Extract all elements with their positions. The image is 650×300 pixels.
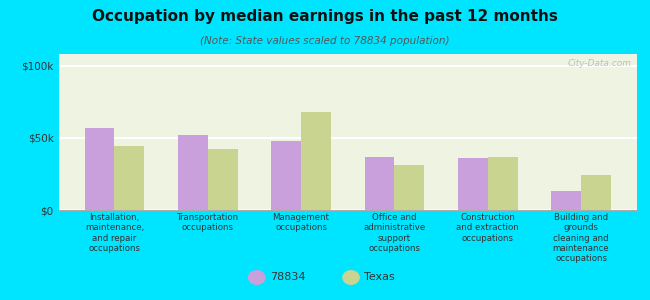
Bar bbox=[84, 128, 114, 210]
Bar bbox=[395, 165, 424, 210]
Bar bbox=[581, 175, 611, 210]
Text: City-Data.com: City-Data.com bbox=[567, 59, 631, 68]
Bar bbox=[458, 158, 488, 210]
Bar bbox=[114, 146, 144, 210]
Text: (Note: State values scaled to 78834 population): (Note: State values scaled to 78834 popu… bbox=[200, 36, 450, 46]
Text: Texas: Texas bbox=[364, 272, 395, 283]
Bar bbox=[208, 149, 238, 210]
Bar bbox=[301, 112, 331, 210]
Text: Occupation by median earnings in the past 12 months: Occupation by median earnings in the pas… bbox=[92, 9, 558, 24]
Bar bbox=[488, 157, 517, 210]
Bar bbox=[178, 135, 208, 210]
Bar bbox=[365, 157, 395, 210]
Text: 78834: 78834 bbox=[270, 272, 306, 283]
Bar bbox=[551, 191, 581, 210]
Bar bbox=[271, 141, 301, 210]
